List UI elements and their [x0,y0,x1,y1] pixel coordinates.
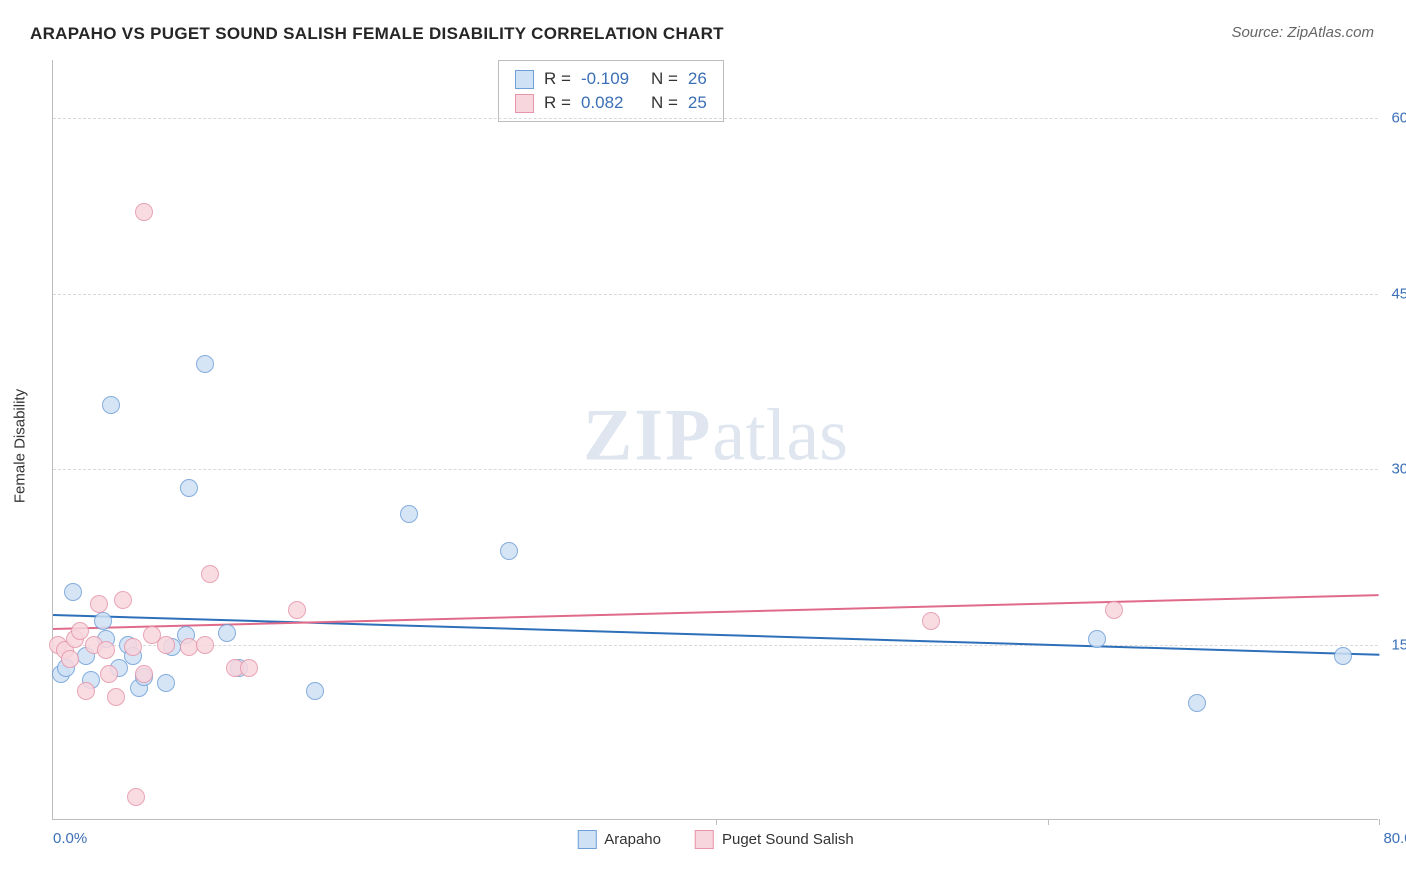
legend-row: R = 0.082 N = 25 [515,91,707,115]
data-point [180,479,198,497]
data-point [157,674,175,692]
legend-series-name: Arapaho [604,831,661,848]
data-point [135,665,153,683]
data-point [90,595,108,613]
legend-row: R = -0.109 N = 26 [515,67,707,91]
legend-swatch [515,70,534,89]
legend-series: Arapaho Puget Sound Salish [577,830,853,849]
gridline [53,469,1378,470]
data-point [306,682,324,700]
y-tick-label: 15.0% [1391,636,1406,653]
x-tick-mark [1048,819,1049,825]
data-point [196,355,214,373]
data-point [94,612,112,630]
legend-item: Puget Sound Salish [695,830,854,849]
x-tick-mark [716,819,717,825]
legend-R-label: R = [544,69,571,89]
data-point [288,601,306,619]
legend-swatch [695,830,714,849]
plot-area: ZIPatlas R = -0.109 N = 26R = 0.082 N = 25 0.0… [52,60,1378,820]
data-point [77,682,95,700]
data-point [1334,647,1352,665]
watermark-bold: ZIP [583,394,712,476]
data-point [64,583,82,601]
data-point [102,396,120,414]
gridline [53,294,1378,295]
trend-line [53,594,1379,630]
gridline [53,118,1378,119]
watermark-thin: atlas [712,394,848,476]
data-point [196,636,214,654]
data-point [114,591,132,609]
data-point [240,659,258,677]
data-point [157,636,175,654]
data-point [1188,694,1206,712]
trend-line [53,614,1379,656]
legend-R-value: -0.109 [581,69,641,89]
data-point [218,624,236,642]
x-tick-mark [1379,819,1380,825]
source-label: Source: ZipAtlas.com [1231,24,1374,41]
data-point [922,612,940,630]
data-point [1088,630,1106,648]
data-point [400,505,418,523]
data-point [61,650,79,668]
legend-N-value: 25 [688,93,707,113]
x-tick-min: 0.0% [53,830,87,847]
chart-title: ARAPAHO VS PUGET SOUND SALISH FEMALE DIS… [30,24,724,44]
data-point [1105,601,1123,619]
legend-swatch [577,830,596,849]
legend-R-label: R = [544,93,571,113]
data-point [135,203,153,221]
data-point [97,641,115,659]
data-point [100,665,118,683]
legend-N-label: N = [651,69,678,89]
data-point [124,638,142,656]
data-point [71,622,89,640]
data-point [107,688,125,706]
data-point [500,542,518,560]
y-tick-label: 30.0% [1391,461,1406,478]
legend-R-value: 0.082 [581,93,641,113]
legend-item: Arapaho [577,830,661,849]
x-tick-max: 80.0% [1383,830,1406,847]
legend-N-label: N = [651,93,678,113]
y-tick-label: 60.0% [1391,110,1406,127]
legend-correlation: R = -0.109 N = 26 R = 0.082 N = 25 [498,60,724,122]
gridline [53,645,1378,646]
y-tick-label: 45.0% [1391,285,1406,302]
data-point [201,565,219,583]
watermark: ZIPatlas [583,393,848,478]
data-point [127,788,145,806]
data-point [180,638,198,656]
y-axis-label: Female Disability [12,389,29,503]
legend-N-value: 26 [688,69,707,89]
legend-series-name: Puget Sound Salish [722,831,854,848]
legend-swatch [515,94,534,113]
